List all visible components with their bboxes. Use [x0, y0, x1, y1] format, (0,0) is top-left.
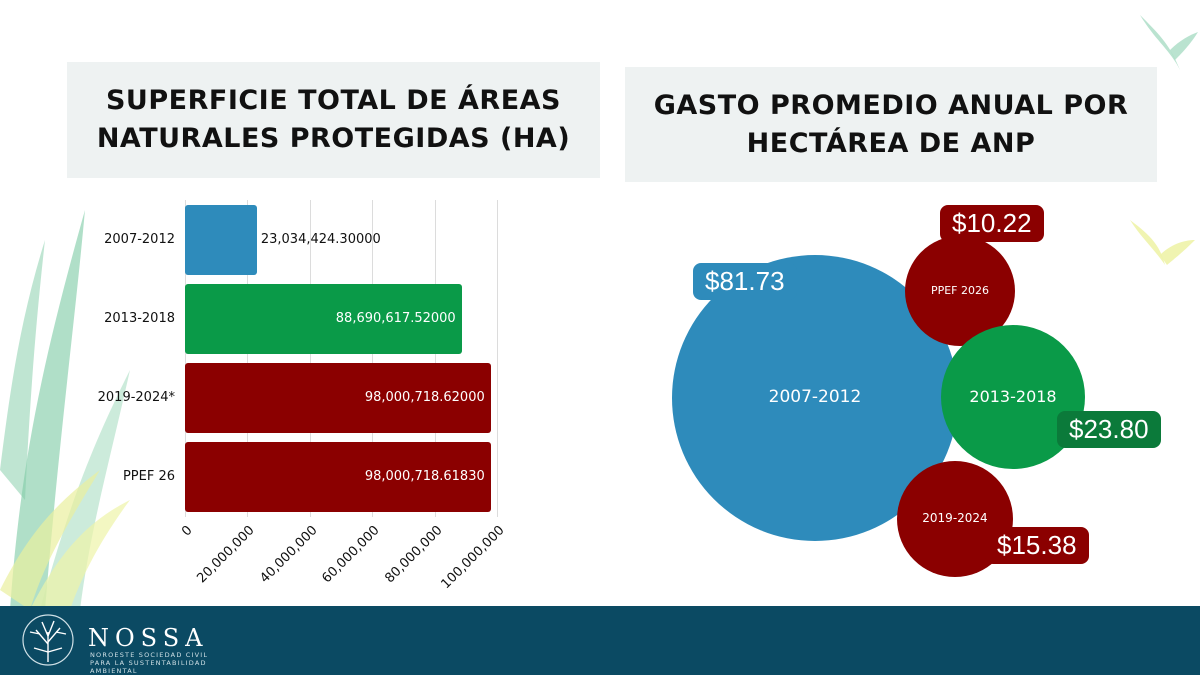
bar-value-label: 88,690,617.52000	[335, 310, 456, 326]
gridline	[185, 200, 186, 517]
bar-chart-title-line-1: SUPERFICIE TOTAL DE ÁREAS	[105, 85, 561, 116]
bar-chart-title: SUPERFICIE TOTAL DE ÁREAS NATURALES PROT…	[67, 62, 600, 178]
gridline	[434, 200, 436, 517]
bubble-category-label: 2007-2012	[768, 386, 862, 407]
bubble-category-label: 2013-2018	[969, 386, 1057, 406]
bubble-value-label: $23.80	[1057, 411, 1161, 448]
y-category-label: 2013-2018	[104, 310, 175, 326]
gridline	[247, 200, 249, 517]
gridline	[309, 200, 311, 517]
bubble-value-label: $15.38	[985, 527, 1089, 564]
bird-icon	[1130, 220, 1195, 265]
brand-name: NOSSA	[88, 624, 209, 652]
bar-chart-title-line-2: NATURALES PROTEGIDAS (HA)	[96, 123, 571, 154]
bar	[185, 442, 491, 513]
bubble-value-label: $10.22	[940, 205, 1044, 242]
bubble-chart-title-line-1: GASTO PROMEDIO ANUAL POR	[653, 89, 1129, 121]
gridline	[372, 200, 374, 517]
bar-value-label: 98,000,718.62000	[364, 390, 485, 406]
bubble-category-label: 2019-2024	[922, 511, 988, 526]
bar-value-label: 98,000,718.61830	[364, 469, 485, 485]
bubble-value-label: $81.73	[693, 263, 797, 300]
y-category-label: 2019-2024*	[97, 390, 175, 406]
plant-decoration	[0, 210, 130, 610]
nossa-logo-icon	[22, 614, 74, 666]
brand-subtitle: NOROESTE SOCIEDAD CIVIL PARA LA SUSTENTA…	[90, 651, 209, 675]
bar	[185, 283, 462, 354]
bubble-chart-title-line-2: HECTÁREA DE ANP	[746, 127, 1036, 159]
bird-icon	[1140, 15, 1198, 70]
bar	[185, 204, 257, 275]
gridline	[497, 200, 498, 517]
bubble-category-label: PPEF 2026	[930, 283, 990, 297]
bar-value-label: 23,034,424.30000	[260, 231, 381, 247]
y-category-label: PPEF 26	[122, 469, 175, 485]
bar	[185, 363, 491, 434]
y-category-label: 2007-2012	[104, 231, 175, 247]
footer-bar	[0, 606, 1200, 675]
bubble-chart-title: GASTO PROMEDIO ANUAL POR HECTÁREA DE ANP	[625, 67, 1157, 182]
